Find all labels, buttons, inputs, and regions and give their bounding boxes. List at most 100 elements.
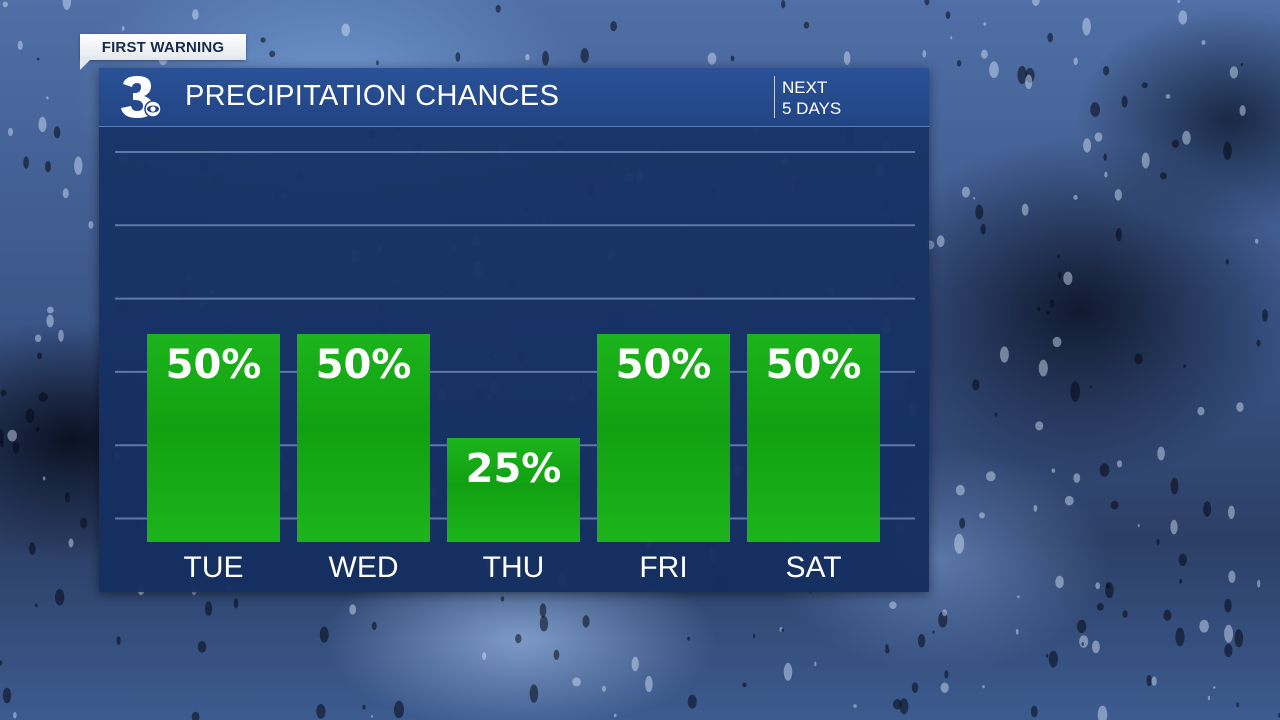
raindrop — [495, 4, 501, 13]
raindrop — [46, 96, 49, 100]
forecast-period-line2: 5 DAYS — [782, 99, 842, 118]
raindrop — [1099, 463, 1110, 477]
raindrop — [1073, 194, 1078, 200]
raindrop — [316, 704, 326, 719]
raindrop — [1025, 74, 1033, 90]
raindrop — [553, 649, 560, 660]
raindrop — [1046, 653, 1049, 658]
raindrop — [1257, 579, 1261, 588]
raindrop — [1038, 359, 1048, 377]
raindrop — [1170, 477, 1179, 495]
raindrop — [1262, 309, 1268, 322]
raindrop — [1017, 595, 1020, 599]
raindrop — [932, 630, 935, 634]
raindrop — [973, 196, 976, 200]
raindrop — [192, 9, 199, 20]
raindrop — [525, 54, 530, 61]
raindrop — [972, 379, 980, 391]
raindrop — [1240, 63, 1243, 67]
raindrop — [1094, 132, 1103, 142]
raindrop — [17, 40, 23, 50]
forecast-period: NEXT 5 DAYS — [782, 77, 841, 119]
raindrop — [781, 628, 784, 632]
bar-thu — [447, 438, 580, 542]
raindrop — [580, 48, 589, 63]
raindrop — [1236, 702, 1240, 708]
raindrop — [64, 492, 71, 503]
raindrop — [1199, 619, 1209, 633]
raindrop — [1228, 570, 1236, 583]
raindrop — [80, 517, 88, 529]
day-label-sat: SAT — [785, 551, 841, 584]
raindrop — [1081, 642, 1084, 646]
raindrop — [191, 711, 200, 720]
raindrop — [1090, 102, 1100, 117]
raindrop — [999, 346, 1009, 363]
first-warning-label: FIRST WARNING — [101, 38, 225, 56]
raindrop — [753, 634, 756, 639]
raindrop — [1015, 628, 1019, 635]
raindrop — [121, 26, 125, 31]
raindrop — [12, 441, 20, 454]
raindrop — [205, 601, 213, 616]
raindrop — [1058, 272, 1062, 279]
raindrop — [45, 161, 51, 173]
raindrop — [1048, 650, 1058, 668]
raindrop — [1179, 578, 1183, 584]
day-label-thu: THU — [483, 551, 545, 584]
raindrop — [42, 476, 46, 481]
raindrop — [13, 712, 17, 719]
raindrop — [1021, 203, 1029, 216]
raindrop — [38, 392, 48, 402]
raindrop — [53, 126, 61, 139]
raindrop — [233, 598, 239, 609]
raindrop — [613, 713, 617, 718]
raindrop — [954, 533, 965, 554]
raindrop — [1183, 364, 1187, 369]
raindrop — [197, 641, 207, 653]
raindrop — [1049, 299, 1055, 308]
raindrop — [1178, 10, 1188, 25]
raindrop — [38, 116, 47, 133]
raindrop — [2, 1, 8, 8]
raindrop — [885, 647, 890, 654]
value-label-sat: 50% — [766, 342, 862, 388]
raindrop — [911, 682, 919, 693]
raindrop — [482, 652, 487, 661]
bar-fri — [597, 334, 730, 542]
raindrop — [269, 50, 276, 58]
raindrop — [975, 204, 984, 220]
raindrop — [924, 0, 930, 6]
value-label-thu: 25% — [466, 446, 562, 492]
raindrop — [371, 621, 377, 631]
raindrop — [370, 715, 374, 718]
raindrop — [260, 37, 266, 43]
raindrop — [983, 22, 987, 26]
raindrop — [28, 542, 36, 555]
raindrop — [1197, 406, 1205, 416]
raindrop — [1063, 271, 1073, 285]
raindrop — [37, 352, 42, 360]
raindrop — [730, 55, 735, 62]
raindrop — [783, 662, 793, 681]
raindrop — [1165, 94, 1171, 99]
raindrop — [1255, 238, 1259, 244]
raindrop — [986, 471, 996, 482]
raindrop — [47, 306, 54, 314]
raindrop — [1079, 635, 1089, 648]
raindrop — [1201, 40, 1206, 45]
raindrop — [942, 609, 947, 617]
raindrop — [1106, 582, 1110, 589]
raindrop — [979, 512, 985, 519]
raindrop — [944, 670, 949, 679]
raindrop — [1110, 500, 1119, 510]
chart-title: PRECIPITATION CHANCES — [185, 80, 560, 112]
raindrop — [582, 615, 590, 628]
raindrop — [1170, 519, 1178, 535]
raindrop — [994, 412, 998, 417]
raindrop — [955, 484, 965, 496]
day-label-fri: FRI — [639, 551, 687, 584]
raindrop — [1224, 598, 1232, 613]
channel-3-cbs-logo-icon — [121, 76, 162, 118]
raindrop — [1177, 0, 1181, 4]
